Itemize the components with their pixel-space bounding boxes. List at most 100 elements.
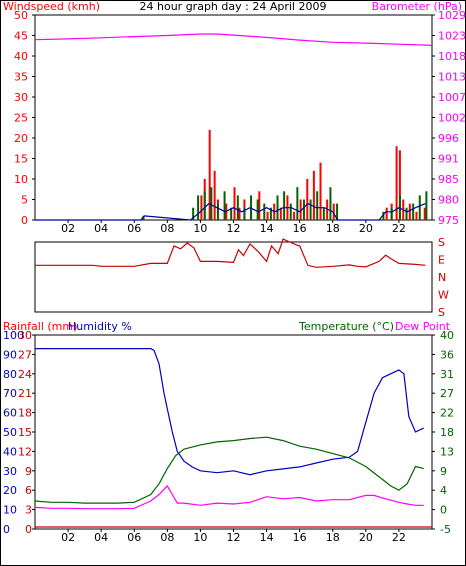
barometer-tick-label: 1029: [438, 9, 466, 22]
gust-bar: [319, 162, 322, 220]
barometer-tick-label: 1023: [438, 30, 466, 43]
barometer-tick-label: 996: [438, 132, 459, 145]
gust-bar: [279, 207, 282, 220]
rainfall-tick-label: 30: [18, 329, 32, 342]
temperature-hour-tick-label: 04: [94, 531, 108, 544]
wind-hour-tick-label: 06: [127, 222, 141, 235]
barometer-tick-label: 1013: [438, 71, 466, 84]
direction-tick-label: S: [438, 306, 445, 319]
gust-bar: [385, 207, 388, 220]
barometer-tick-label: 975: [438, 214, 459, 227]
temperature-hour-tick-label: 02: [61, 531, 75, 544]
rainfall-tick-label: 24: [18, 368, 32, 381]
temperature-panel-box: [34, 334, 433, 530]
windspeed-tick-label: 40: [14, 50, 28, 63]
direction-tick-label: S: [438, 236, 445, 249]
barometer-tick-label: 1018: [438, 50, 466, 63]
windspeed-tick-label: 35: [14, 71, 28, 84]
direction-tick-label: N: [438, 271, 446, 284]
temperature-tick-label: 40: [440, 329, 454, 342]
wind-average-bar: [243, 207, 246, 220]
temperature-hour-tick-label: 16: [293, 531, 307, 544]
wind-average-bar: [269, 207, 272, 220]
gust-bar: [408, 203, 411, 220]
gust-bar: [208, 129, 211, 220]
temperature-hour-tick-label: 18: [326, 531, 340, 544]
wind-hour-tick-label: 16: [293, 222, 307, 235]
temperature-axis-label: Temperature (°C): [298, 320, 394, 333]
wind-average-bar: [210, 187, 213, 220]
wind-hour-tick-label: 08: [160, 222, 174, 235]
rainfall-tick-label: 21: [18, 387, 32, 400]
temperature-tick-label: 9: [440, 465, 447, 478]
barometer-tick-label: 1007: [438, 91, 466, 104]
wind-average-bar: [283, 191, 286, 220]
windspeed-tick-label: 5: [21, 194, 28, 207]
humidity-tick-label: 70: [3, 387, 17, 400]
wind-hour-tick-label: 02: [61, 222, 75, 235]
wind-average-bar: [230, 207, 233, 220]
temperature-tick-label: 36: [440, 348, 454, 361]
wind-average-bar: [203, 191, 206, 220]
rainfall-tick-label: 18: [18, 407, 32, 420]
windspeed-tick-label: 25: [14, 112, 28, 125]
wind-average-bar: [418, 195, 421, 220]
temperature-hour-tick-label: 20: [359, 531, 373, 544]
temperature-hour-tick-label: 10: [193, 531, 207, 544]
temperature-hour-tick-label: 22: [392, 531, 406, 544]
gust-bar: [312, 170, 315, 220]
wind-average-bar: [236, 195, 239, 220]
rainfall-axis-label: Rainfall (mm): [3, 320, 77, 333]
wind-average-bar: [405, 207, 408, 220]
temperature-hour-tick-label: 14: [260, 531, 274, 544]
wind-average-bar: [316, 191, 319, 220]
windspeed-tick-label: 50: [14, 9, 28, 22]
barometer-tick-label: 991: [438, 153, 459, 166]
wind-hour-tick-label: 20: [359, 222, 373, 235]
wind-hour-tick-label: 12: [227, 222, 241, 235]
gust-bar: [398, 150, 401, 220]
rainfall-tick-label: 0: [25, 523, 32, 536]
temperature-tick-label: 13: [440, 445, 454, 458]
humidity-tick-label: 20: [3, 484, 17, 497]
wind-average-bar: [256, 199, 259, 220]
humidity-tick-label: 40: [3, 445, 17, 458]
wind-average-bar: [223, 191, 226, 220]
temperature-tick-label: 22: [440, 407, 454, 420]
wind-average-bar: [289, 203, 292, 220]
temperature-tick-label: 18: [440, 426, 454, 439]
temperature-hour-tick-label: 12: [227, 531, 241, 544]
windspeed-tick-label: 15: [14, 153, 28, 166]
humidity-tick-label: 90: [3, 348, 17, 361]
gust-bar: [415, 211, 418, 220]
humidity-tick-label: 80: [3, 368, 17, 381]
wind-average-bar: [296, 187, 299, 220]
temperature-hour-tick-label: 08: [160, 531, 174, 544]
gust-bar: [332, 203, 335, 220]
temperature-tick-label: 4: [440, 484, 447, 497]
dewpoint-axis-label: Dew Point: [395, 320, 451, 333]
wind-average-bar: [263, 203, 266, 220]
rainfall-tick-label: 6: [25, 484, 32, 497]
humidity-tick-label: 0: [3, 523, 10, 536]
wind-average-bar: [329, 187, 332, 220]
direction-panel-box: [34, 241, 433, 313]
wind-average-bar: [192, 207, 195, 220]
gust-bar: [258, 191, 261, 220]
wind-average-bar: [309, 199, 312, 220]
humidity-line: [35, 348, 424, 476]
rainfall-tick-label: 3: [25, 504, 32, 517]
windspeed-axis-label: Windspeed (kmh): [3, 0, 100, 13]
gust-bar: [293, 211, 296, 220]
wind-average-bar: [142, 215, 145, 220]
barometer-axis-label: Barometer (hPa): [372, 0, 462, 13]
windspeed-tick-label: 10: [14, 173, 28, 186]
wind-average-bar: [216, 203, 219, 220]
barometer-tick-label: 980: [438, 194, 459, 207]
wind-average-bar: [382, 211, 385, 220]
gust-bar: [266, 211, 269, 220]
gust-bar: [238, 207, 241, 220]
gust-bar: [299, 199, 302, 220]
rainfall-tick-label: 15: [18, 426, 32, 439]
